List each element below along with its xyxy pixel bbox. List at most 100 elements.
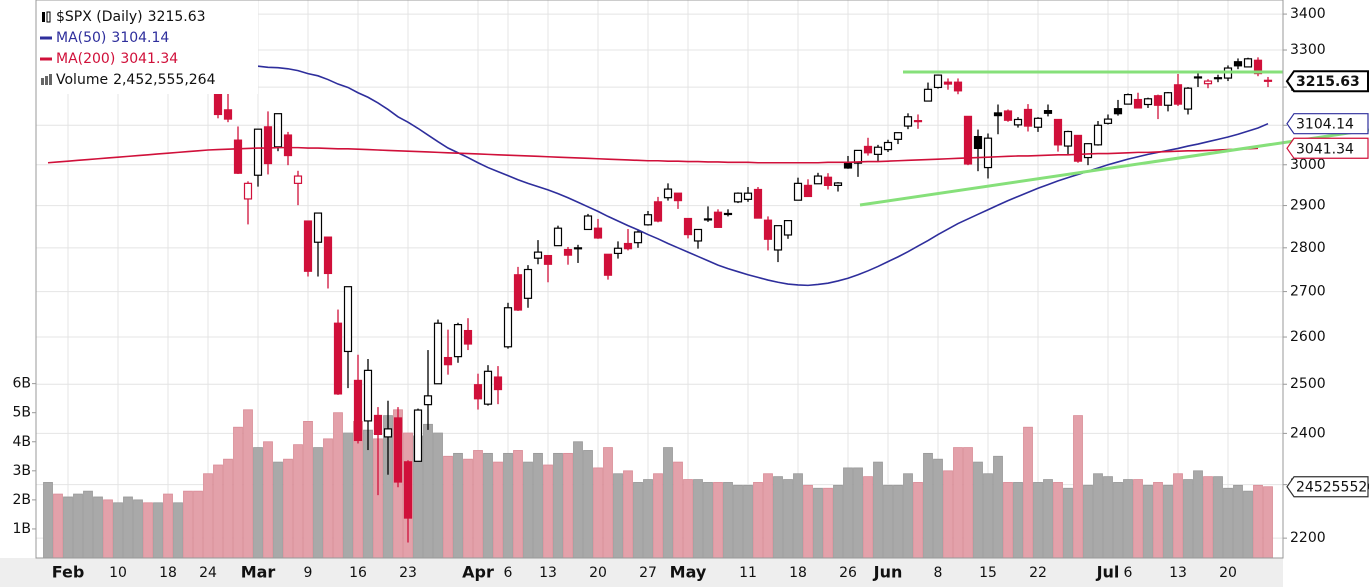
candle-body — [563, 248, 573, 256]
volume-bar — [73, 493, 83, 559]
y-tick-label: 2400 — [1290, 425, 1326, 441]
candle-body — [813, 175, 823, 185]
volume-bar — [863, 476, 873, 559]
x-tick-label: 9 — [304, 565, 313, 581]
candle-body — [723, 212, 733, 216]
y-tick-label: 3400 — [1290, 6, 1326, 22]
candle-body — [353, 379, 363, 442]
volume-bar — [423, 423, 433, 559]
x-tick-label: 11 — [739, 565, 757, 581]
candle-body — [453, 323, 463, 358]
x-tick-label: 18 — [789, 565, 807, 581]
volume-layer — [43, 409, 1273, 559]
x-tick-label: 13 — [539, 565, 557, 581]
candle-body — [493, 376, 503, 391]
volume-bar — [883, 484, 893, 559]
volume-bar — [1203, 476, 1213, 559]
volume-bar — [293, 444, 303, 559]
x-tick-label: 10 — [109, 565, 127, 581]
volume-bar — [273, 461, 283, 559]
value-box-label: 3215.63 — [1296, 74, 1360, 90]
volume-bar — [803, 484, 813, 559]
x-tick-label: Mar — [241, 563, 276, 582]
candle-body — [623, 242, 633, 250]
candle-body — [1023, 108, 1033, 127]
volume-bar — [303, 421, 313, 559]
candle-body — [703, 218, 713, 221]
candle-body — [1153, 95, 1163, 106]
volume-bar — [433, 432, 443, 559]
candle-body — [933, 74, 943, 89]
candle-body — [523, 268, 533, 299]
candle-body — [503, 307, 513, 348]
value-boxes: 3215.63 3104.14 3041.34 2452555264 — [1285, 70, 1369, 498]
candle-body — [953, 81, 963, 92]
y2-tick-label: 4B — [12, 434, 31, 450]
candle-body — [943, 81, 953, 85]
candle-body — [773, 225, 783, 251]
volume-bar — [253, 447, 263, 559]
candle-body — [763, 219, 773, 240]
candle-body — [993, 112, 1003, 117]
x-tick-label: 8 — [934, 565, 943, 581]
candle-body — [1123, 94, 1133, 105]
candle-body — [893, 132, 903, 140]
volume-bar — [593, 467, 603, 559]
legend-value: 3041.34 — [120, 51, 178, 67]
volume-bar — [703, 482, 713, 559]
volume-bar — [333, 412, 343, 559]
candle-body — [673, 192, 683, 202]
volume-bar — [43, 482, 53, 559]
candle-body — [1093, 124, 1103, 146]
y-tick-label: 2900 — [1290, 198, 1326, 214]
volume-bar — [123, 496, 133, 559]
legend-icon — [46, 11, 51, 23]
candle-body — [323, 236, 333, 275]
volume-bar — [853, 467, 863, 559]
volume-bar — [673, 461, 683, 559]
volume-bar — [1003, 482, 1013, 559]
x-tick-label: 24 — [199, 565, 217, 581]
candle-body — [693, 228, 703, 242]
volume-bar — [1173, 473, 1183, 559]
candle-body — [1003, 110, 1013, 121]
value-box — [1285, 70, 1369, 93]
volume-bar — [1013, 482, 1023, 559]
candle-body — [303, 220, 313, 272]
volume-bar — [903, 473, 913, 559]
volume-bar — [163, 493, 173, 559]
y-tick-label: 2200 — [1290, 530, 1326, 546]
volume-bar — [1083, 484, 1093, 559]
x-tick-label: 18 — [159, 565, 177, 581]
candle-body — [603, 253, 613, 276]
volume-bar — [313, 447, 323, 559]
candle-body — [593, 227, 603, 239]
volume-bar — [953, 447, 963, 559]
legend-name: MA(200) — [56, 51, 115, 67]
y2-tick-label: 5B — [12, 405, 31, 421]
candle-body — [283, 134, 293, 157]
volume-bar — [613, 473, 623, 559]
candle-body — [443, 356, 453, 366]
legend-value: 3104.14 — [111, 30, 169, 46]
legend: $SPX (Daily) 3215.63 MA(50) 3104.14 MA(200) 3… — [36, 0, 258, 94]
x-tick-label: 13 — [1169, 565, 1187, 581]
candle-body — [793, 182, 803, 201]
candle-body — [513, 274, 523, 311]
volume-bar — [973, 461, 983, 559]
volume-bar — [83, 490, 93, 559]
volume-bar — [1233, 484, 1243, 559]
y-tick-label: 3300 — [1290, 42, 1326, 58]
candle-body — [843, 162, 853, 169]
candle-body — [983, 137, 993, 169]
volume-bar — [643, 479, 653, 559]
candle-body — [403, 461, 413, 519]
candle-body — [1033, 117, 1043, 128]
volume-bar — [653, 473, 663, 559]
legend-name: Volume — [56, 72, 108, 88]
x-tick-label: Jul — [1096, 563, 1120, 582]
candle-body — [853, 149, 863, 164]
candle-body — [1143, 98, 1153, 106]
candle-body — [783, 220, 793, 236]
legend-icon — [42, 12, 45, 22]
